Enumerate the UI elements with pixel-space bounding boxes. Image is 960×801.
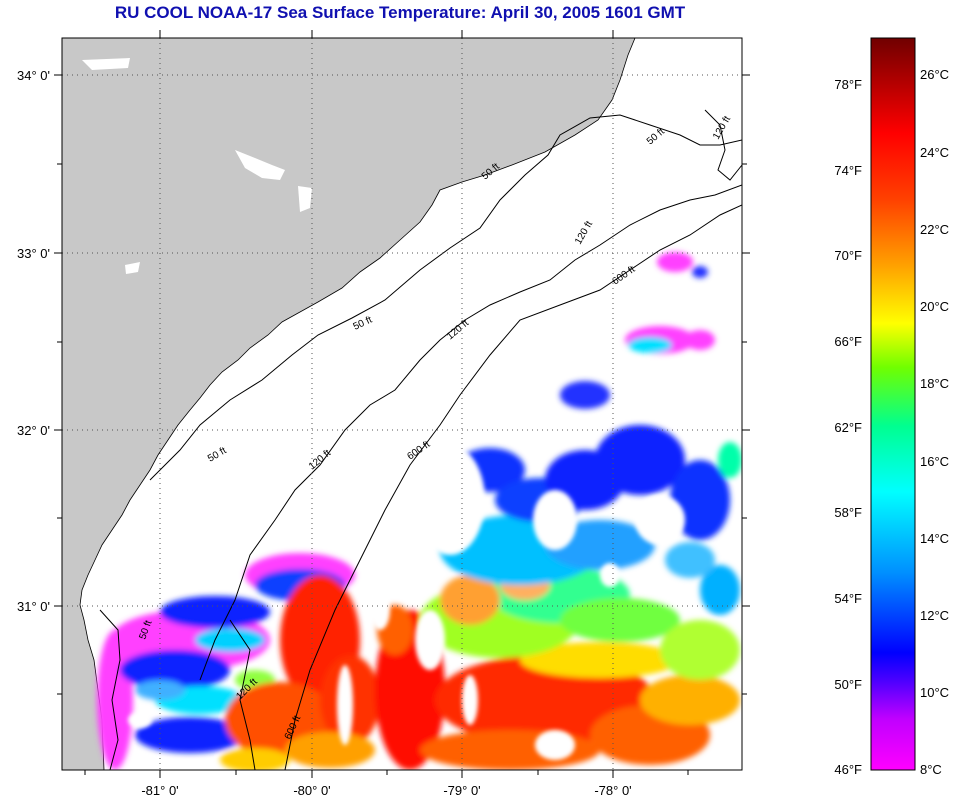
contour-120ft-east [704, 109, 742, 181]
fahrenheit-label: 78°F [834, 77, 862, 92]
celsius-label: 26°C [920, 67, 949, 82]
colorbar [870, 37, 916, 771]
celsius-label: 12°C [920, 608, 949, 623]
longitude-label: -78° 0' [594, 783, 631, 798]
longitude-label: -79° 0' [443, 783, 480, 798]
latitude-label: 33° 0' [17, 246, 50, 261]
celsius-label: 8°C [920, 762, 942, 777]
sst-data-layer [97, 252, 742, 770]
colorbar-fahrenheit-labels: 78°F 74°F 70°F 66°F 62°F 58°F 54°F 50°F … [834, 77, 862, 777]
map-area: 50 ft 50 ft 50 ft 50 ft 50 ft 120 ft 120… [62, 38, 742, 770]
fahrenheit-label: 70°F [834, 248, 862, 263]
longitude-label: -81° 0' [141, 783, 178, 798]
latitude-labels: 34° 0' 33° 0' 32° 0' 31° 0' [17, 68, 50, 614]
celsius-label: 16°C [920, 454, 949, 469]
fahrenheit-label: 46°F [834, 762, 862, 777]
inland-lake [235, 150, 285, 180]
colorbar-celsius-labels: 26°C 24°C 22°C 20°C 18°C 16°C 14°C 12°C … [920, 67, 949, 777]
axis-ticks [54, 30, 750, 778]
contour-600ft [284, 204, 742, 770]
fahrenheit-label: 62°F [834, 420, 862, 435]
contour-50ft [99, 609, 121, 770]
map-frame [61, 37, 743, 771]
latitude-label: 34° 0' [17, 68, 50, 83]
map-title: RU COOL NOAA-17 Sea Surface Temperature:… [114, 3, 686, 22]
fahrenheit-label: 66°F [834, 334, 862, 349]
contour-120ft [199, 184, 742, 681]
fahrenheit-label: 50°F [834, 677, 862, 692]
celsius-label: 20°C [920, 299, 949, 314]
contour-50ft [149, 114, 742, 481]
celsius-label: 24°C [920, 145, 949, 160]
celsius-label: 18°C [920, 376, 949, 391]
inland-lake [298, 186, 312, 212]
contour-shelf-west [229, 619, 256, 770]
graticule [62, 38, 742, 770]
land-mass [62, 38, 636, 770]
fahrenheit-label: 58°F [834, 505, 862, 520]
celsius-label: 10°C [920, 685, 949, 700]
inland-lake [125, 262, 140, 274]
latitude-label: 32° 0' [17, 423, 50, 438]
fahrenheit-label: 54°F [834, 591, 862, 606]
celsius-label: 22°C [920, 222, 949, 237]
inland-lake [82, 58, 130, 70]
fahrenheit-label: 74°F [834, 163, 862, 178]
longitude-label: -80° 0' [293, 783, 330, 798]
longitude-labels: -81° 0' -80° 0' -79° 0' -78° 0' [141, 783, 631, 798]
latitude-label: 31° 0' [17, 599, 50, 614]
isobath-contours [99, 109, 742, 770]
celsius-label: 14°C [920, 531, 949, 546]
cloud-mask [128, 445, 685, 760]
